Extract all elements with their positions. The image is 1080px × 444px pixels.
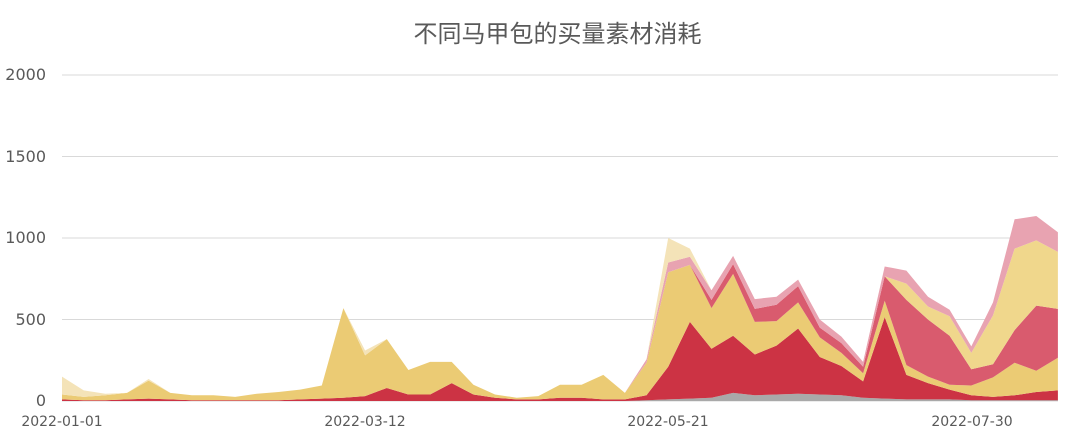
y-tick-1500: 1500 <box>5 147 46 166</box>
area-rose <box>62 264 1058 398</box>
area-yellow <box>62 264 1058 401</box>
x-tick-label: 2022-07-30 <box>931 414 1013 430</box>
area-series <box>62 216 1058 401</box>
y-tick-0: 0 <box>35 391 46 410</box>
y-tick-2000: 2000 <box>5 65 46 84</box>
x-tick-label: 2022-01-01 <box>21 414 103 430</box>
area-crimson <box>62 317 1058 401</box>
y-tick-1000: 1000 <box>5 228 46 247</box>
chart-title: 不同马甲包的买量素材消耗 <box>413 20 702 48</box>
x-tick-label: 2022-03-12 <box>324 414 406 430</box>
area-gray <box>62 392 1058 401</box>
y-tick-500: 500 <box>15 310 46 329</box>
x-tick-label: 2022-05-21 <box>627 414 709 430</box>
